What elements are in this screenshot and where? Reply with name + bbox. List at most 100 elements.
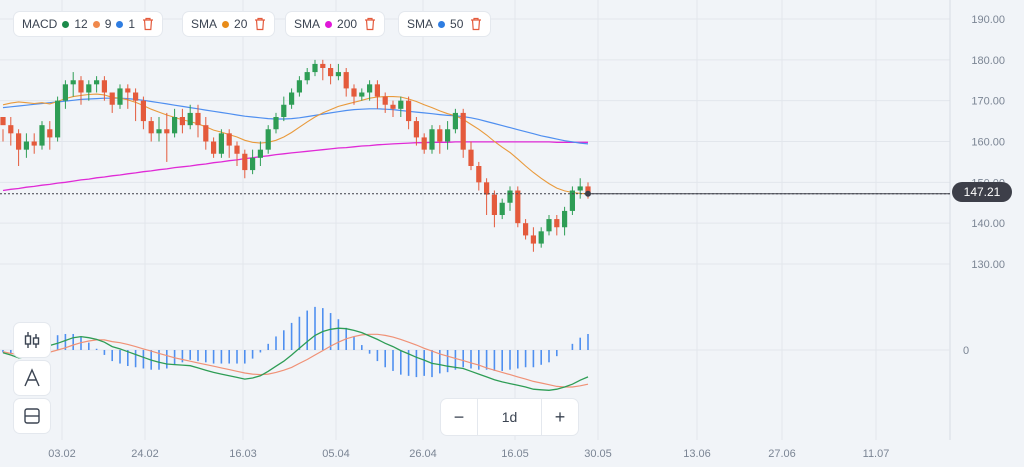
chart-type-button[interactable] <box>14 323 50 357</box>
candle-body <box>320 63 326 68</box>
trash-icon[interactable] <box>142 17 154 31</box>
trash-icon[interactable] <box>364 17 376 31</box>
candle-body <box>117 88 123 105</box>
candle-body <box>351 88 357 97</box>
param-dot <box>325 20 333 28</box>
candle-body <box>0 117 6 126</box>
candle-body <box>94 80 100 85</box>
candle-body <box>156 129 162 134</box>
candle-body <box>70 80 76 85</box>
candle-body <box>530 235 536 244</box>
date-tick-label: 11.07 <box>863 448 890 460</box>
candle-body <box>226 133 232 146</box>
zoom-in-button[interactable]: + <box>554 406 566 427</box>
candle-body <box>39 125 45 146</box>
candle-body <box>211 141 217 154</box>
param-dot <box>92 20 100 28</box>
candle-body <box>133 92 139 101</box>
indicator-chip-sma20[interactable]: SMA 20 <box>183 12 275 36</box>
candle-body <box>148 121 154 134</box>
candle-body <box>109 92 115 105</box>
trash-icon[interactable] <box>254 17 266 31</box>
candle-body <box>8 125 14 134</box>
drawing-tools-button[interactable] <box>14 361 50 395</box>
candle-body <box>484 182 490 195</box>
candle-body <box>62 84 68 101</box>
candle-body <box>460 112 466 150</box>
timeframe-selector[interactable]: 1d <box>477 399 542 435</box>
zoom-control: − 1d + <box>441 399 578 435</box>
candle-body <box>390 104 396 109</box>
candle-body <box>452 112 458 130</box>
layout-button[interactable] <box>14 399 50 433</box>
macd-line <box>2 327 589 391</box>
param-dot <box>62 20 70 28</box>
layout-icon <box>24 408 40 424</box>
indicator-param: 20 <box>234 17 248 31</box>
sma50-line <box>2 97 589 145</box>
indicator-chip-sma200[interactable]: SMA 200 <box>286 12 385 36</box>
trash-icon[interactable] <box>470 17 482 31</box>
candle-body <box>499 202 505 215</box>
date-tick-label: 27.06 <box>768 448 796 460</box>
price-tick-label: 160.00 <box>971 137 1005 149</box>
candle-body <box>55 100 61 138</box>
candle-body <box>554 219 560 228</box>
date-tick-label: 16.03 <box>229 448 257 460</box>
indicator-param: 200 <box>337 17 358 31</box>
candle-body <box>78 80 84 93</box>
price-tick-label: 190.00 <box>971 14 1005 26</box>
candle-body <box>577 186 583 191</box>
candle-body <box>382 96 388 105</box>
candle-body <box>304 72 310 81</box>
candle-body <box>359 92 365 97</box>
indicator-name: SMA <box>294 17 321 31</box>
indicator-chip-sma50[interactable]: SMA 50 <box>399 12 491 36</box>
candle-body <box>242 153 248 171</box>
candle-body <box>491 194 497 215</box>
macd-signal-line <box>2 333 589 388</box>
candle-body <box>125 88 131 93</box>
zoom-out-button[interactable]: − <box>453 406 465 427</box>
candle-body <box>421 137 427 150</box>
last-price-tag: 147.21 <box>952 182 1012 202</box>
drawing-icon <box>24 368 40 387</box>
price-tick-label: 130.00 <box>971 259 1005 271</box>
candle-body <box>335 72 341 77</box>
price-tick-label: 180.00 <box>971 55 1005 67</box>
candle-body <box>343 72 349 89</box>
candle-body <box>187 112 193 126</box>
candle-body <box>16 133 22 150</box>
candle-body <box>429 129 435 150</box>
candle-body <box>164 129 170 134</box>
candle-body <box>515 190 521 224</box>
price-tick-label: 170.00 <box>971 96 1005 108</box>
candle-body <box>328 68 334 77</box>
price-tick-label: 140.00 <box>971 218 1005 230</box>
candle-body <box>257 149 263 158</box>
candle-body <box>585 186 591 195</box>
last-price-marker <box>585 190 591 197</box>
indicator-param: 12 <box>74 17 88 31</box>
candle-body <box>468 149 474 166</box>
param-dot <box>438 20 446 28</box>
candle-body <box>538 231 544 244</box>
indicator-chip-macd[interactable]: MACD 12 9 1 <box>14 12 163 36</box>
candle-body <box>445 129 451 142</box>
candle-body <box>296 80 302 93</box>
candle-body <box>523 223 529 236</box>
indicator-param: 1 <box>128 17 136 31</box>
indicator-param: 9 <box>104 17 112 31</box>
candle-body <box>172 117 178 134</box>
date-tick-label: 30.05 <box>584 448 612 460</box>
indicator-name: SMA <box>191 17 218 31</box>
candle-body <box>234 145 240 154</box>
candle-body <box>289 92 295 105</box>
candle-body <box>562 210 568 228</box>
candle-body <box>273 117 279 130</box>
sma20-line <box>2 93 589 195</box>
candle-body <box>437 129 443 142</box>
date-tick-label: 16.05 <box>501 448 529 460</box>
